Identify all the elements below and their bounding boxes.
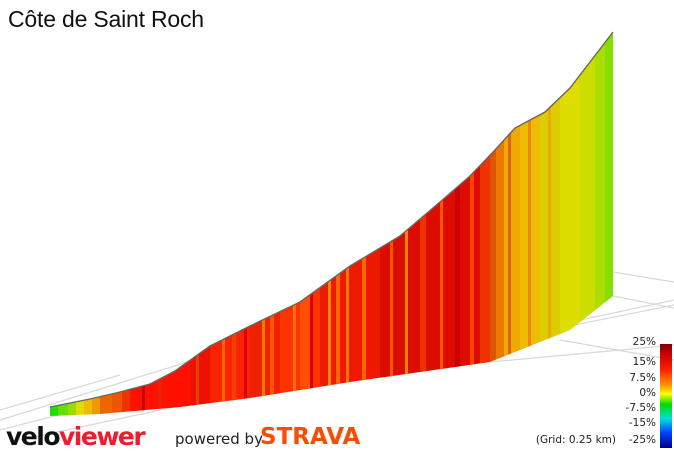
legend-label-15: 15% — [632, 356, 656, 368]
gradient-color-bar — [660, 344, 672, 448]
logo-velo: velo — [6, 422, 61, 451]
veloviewer-logo: veloviewer — [6, 422, 146, 451]
legend-label-minus-15: -15% — [628, 417, 656, 429]
legend-label-minus-7-5: -7.5% — [625, 402, 656, 414]
logo-viewer: viewer — [59, 422, 146, 451]
profile-outline — [49, 31, 614, 408]
legend-label-0: 0% — [639, 387, 656, 399]
chart-title: Côte de Saint Roch — [8, 6, 204, 32]
grid-note: (Grid: 0.25 km) — [535, 434, 616, 446]
legend-label-7-5: 7.5% — [629, 372, 656, 384]
powered-by-text: powered by — [175, 430, 263, 448]
legend-label-25: 25% — [632, 336, 656, 348]
gradient-legend: 25% 15% 7.5% 0% -7.5% -15% -25% — [574, 336, 674, 448]
legend-label-minus-25: -25% — [628, 434, 656, 446]
strava-logo: STRAVA — [260, 424, 361, 450]
